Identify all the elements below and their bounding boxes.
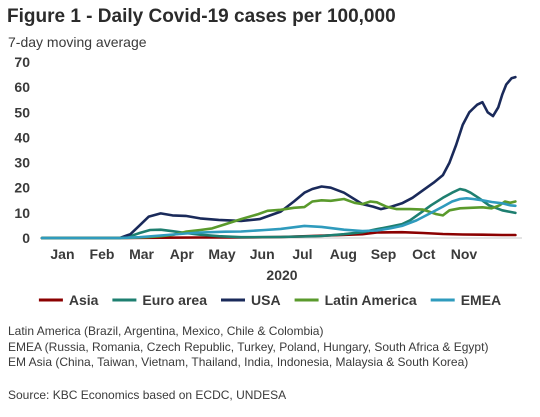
series-line-latin-america	[40, 197, 517, 240]
legend: Asia Euro area USA Latin America EMEA	[38, 292, 501, 308]
x-tick-label: Oct	[412, 246, 436, 262]
series-line-emea	[40, 197, 517, 240]
note-emea: EMEA (Russia, Romania, Czech Republic, T…	[8, 339, 489, 354]
legend-label: EMEA	[461, 292, 501, 308]
chart-title: Figure 1 - Daily Covid-19 cases per 100,…	[7, 6, 396, 27]
y-tick-label: 20	[14, 180, 30, 196]
x-tick-label: Mar	[129, 246, 154, 262]
x-tick-label: Sep	[371, 246, 397, 262]
x-tick-label: Feb	[90, 246, 115, 262]
y-tick-label: 40	[14, 129, 30, 145]
note-em-asia: EM Asia (China, Taiwan, Vietnam, Thailan…	[8, 355, 469, 370]
legend-item-euro-area: Euro area	[112, 292, 207, 308]
legend-item-latin-america: Latin America	[294, 292, 417, 308]
x-tick-label: Jul	[292, 246, 312, 262]
series-line-usa	[40, 75, 517, 240]
legend-item-emea: EMEA	[430, 292, 501, 308]
x-tick-label: Jan	[50, 246, 74, 262]
y-tick-label: 30	[14, 155, 30, 171]
y-tick-label: 50	[14, 104, 30, 120]
legend-label: Euro area	[142, 292, 207, 308]
legend-label: Latin America	[325, 292, 417, 308]
legend-item-asia: Asia	[38, 292, 99, 308]
legend-item-usa: USA	[221, 292, 281, 308]
source-note: Source: KBC Economics based on ECDC, UND…	[8, 388, 287, 402]
x-tick-label: Nov	[451, 246, 478, 262]
footnotes: Latin America (Brazil, Argentina, Mexico…	[8, 324, 488, 371]
series-line-asia	[40, 230, 517, 240]
y-tick-label: 60	[14, 79, 30, 95]
line-chart: 0 10 20 30 40 50 60 70 Jan Feb Mar Apr May Jun Jul Aug S…	[14, 54, 522, 308]
x-tick-label: May	[208, 246, 235, 262]
legend-label: Asia	[69, 292, 99, 308]
y-tick-label: 0	[22, 230, 30, 246]
y-tick-label: 10	[14, 205, 30, 221]
x-year-label: 2020	[266, 267, 297, 283]
legend-label: USA	[251, 292, 281, 308]
note-latin-america: Latin America (Brazil, Argentina, Mexico…	[8, 324, 324, 338]
x-tick-label: Aug	[330, 246, 357, 262]
series-group	[40, 75, 517, 240]
axes: 0 10 20 30 40 50 60 70 Jan Feb Mar Apr May Jun Jul Aug S…	[14, 54, 522, 283]
chart-subtitle: 7-day moving average	[8, 34, 147, 50]
x-tick-label: Jun	[250, 246, 275, 262]
x-tick-label: Apr	[170, 246, 195, 262]
y-tick-label: 70	[14, 54, 30, 70]
